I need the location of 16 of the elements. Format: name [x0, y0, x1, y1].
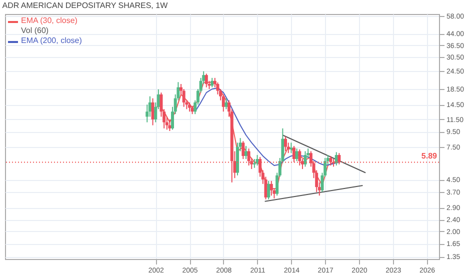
candlestick: [224, 98, 228, 110]
annotation: Vol (60): [21, 26, 49, 35]
candlestick: [290, 142, 293, 154]
candlestick: [244, 145, 248, 160]
candlestick: [210, 77, 214, 88]
candlestick: [267, 180, 270, 200]
candlestick: [284, 136, 287, 152]
candlestick: [168, 118, 172, 132]
chart-title: ADR AMERICAN DEPOSITARY SHARES, 1W: [2, 0, 168, 10]
candlestick: [304, 150, 307, 168]
candlestick: [252, 158, 256, 168]
candlestick: [242, 140, 245, 160]
ref-line-label: 5.89: [421, 151, 438, 160]
legend-label: EMA (200, close): [21, 36, 82, 45]
legend-label: EMA (30, close): [21, 16, 78, 25]
candlestick: [188, 102, 192, 112]
